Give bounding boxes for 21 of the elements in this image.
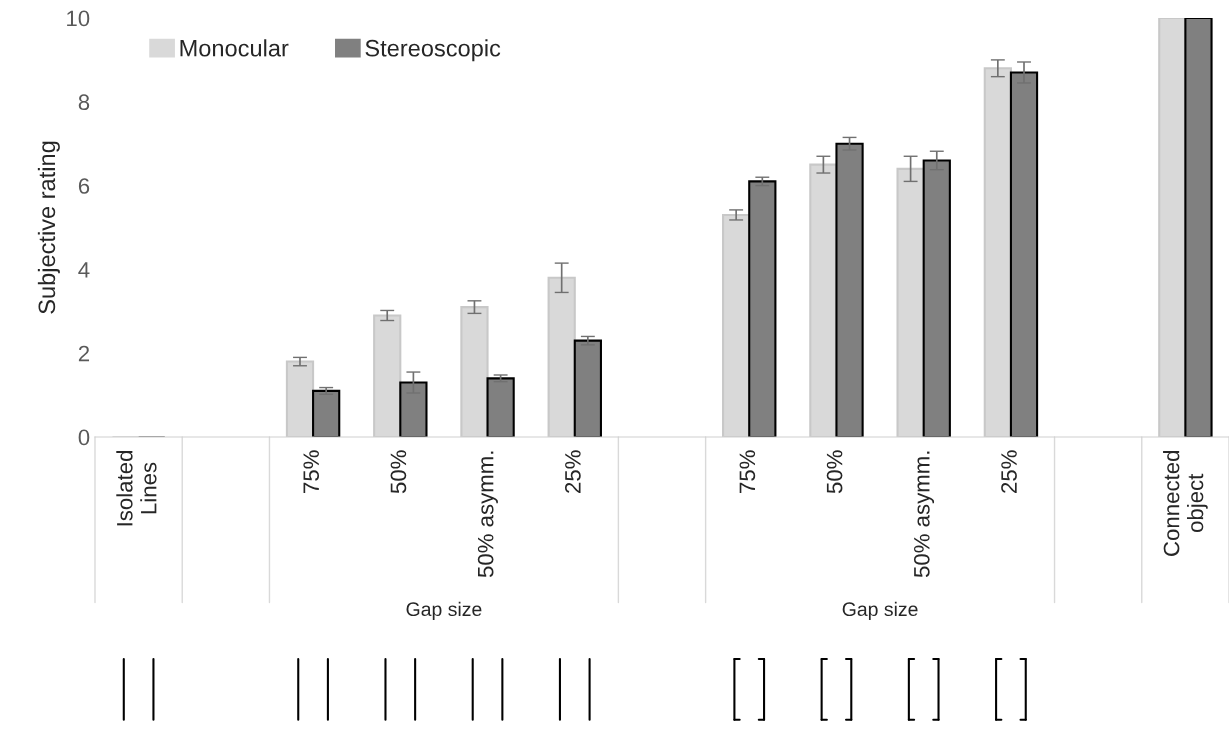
y-axis-title: Subjective rating (37, 141, 60, 314)
y-tick-label: 8 (78, 94, 90, 111)
x-tick-label: 50% (826, 450, 843, 494)
legend-label: Stereoscopic (365, 39, 501, 62)
legend-label: Monocular (180, 39, 289, 57)
x-tick-label: 25% (565, 450, 581, 493)
x-tick-label: 50% asymm. (477, 451, 498, 578)
x-tick-label: 25% (1001, 450, 1017, 493)
x-tick-label: Connected object (1163, 450, 1208, 556)
x-tick-label: 75% (303, 450, 320, 493)
text: Gap size (842, 601, 918, 620)
y-tick-label: 0 (78, 429, 90, 446)
y-tick-label: 2 (78, 345, 90, 362)
y-tick-label: 4 (78, 262, 90, 278)
x-tick-label: 75% (739, 450, 756, 493)
y-tick-label: 10 (67, 10, 90, 27)
y-tick-label: 6 (78, 178, 90, 194)
x-tick-label: 50% (390, 450, 407, 494)
x-tick-label: 50% asymm. (913, 451, 935, 578)
text: Gap size (406, 601, 482, 620)
x-tick-label: Isolated Lines (116, 451, 157, 526)
